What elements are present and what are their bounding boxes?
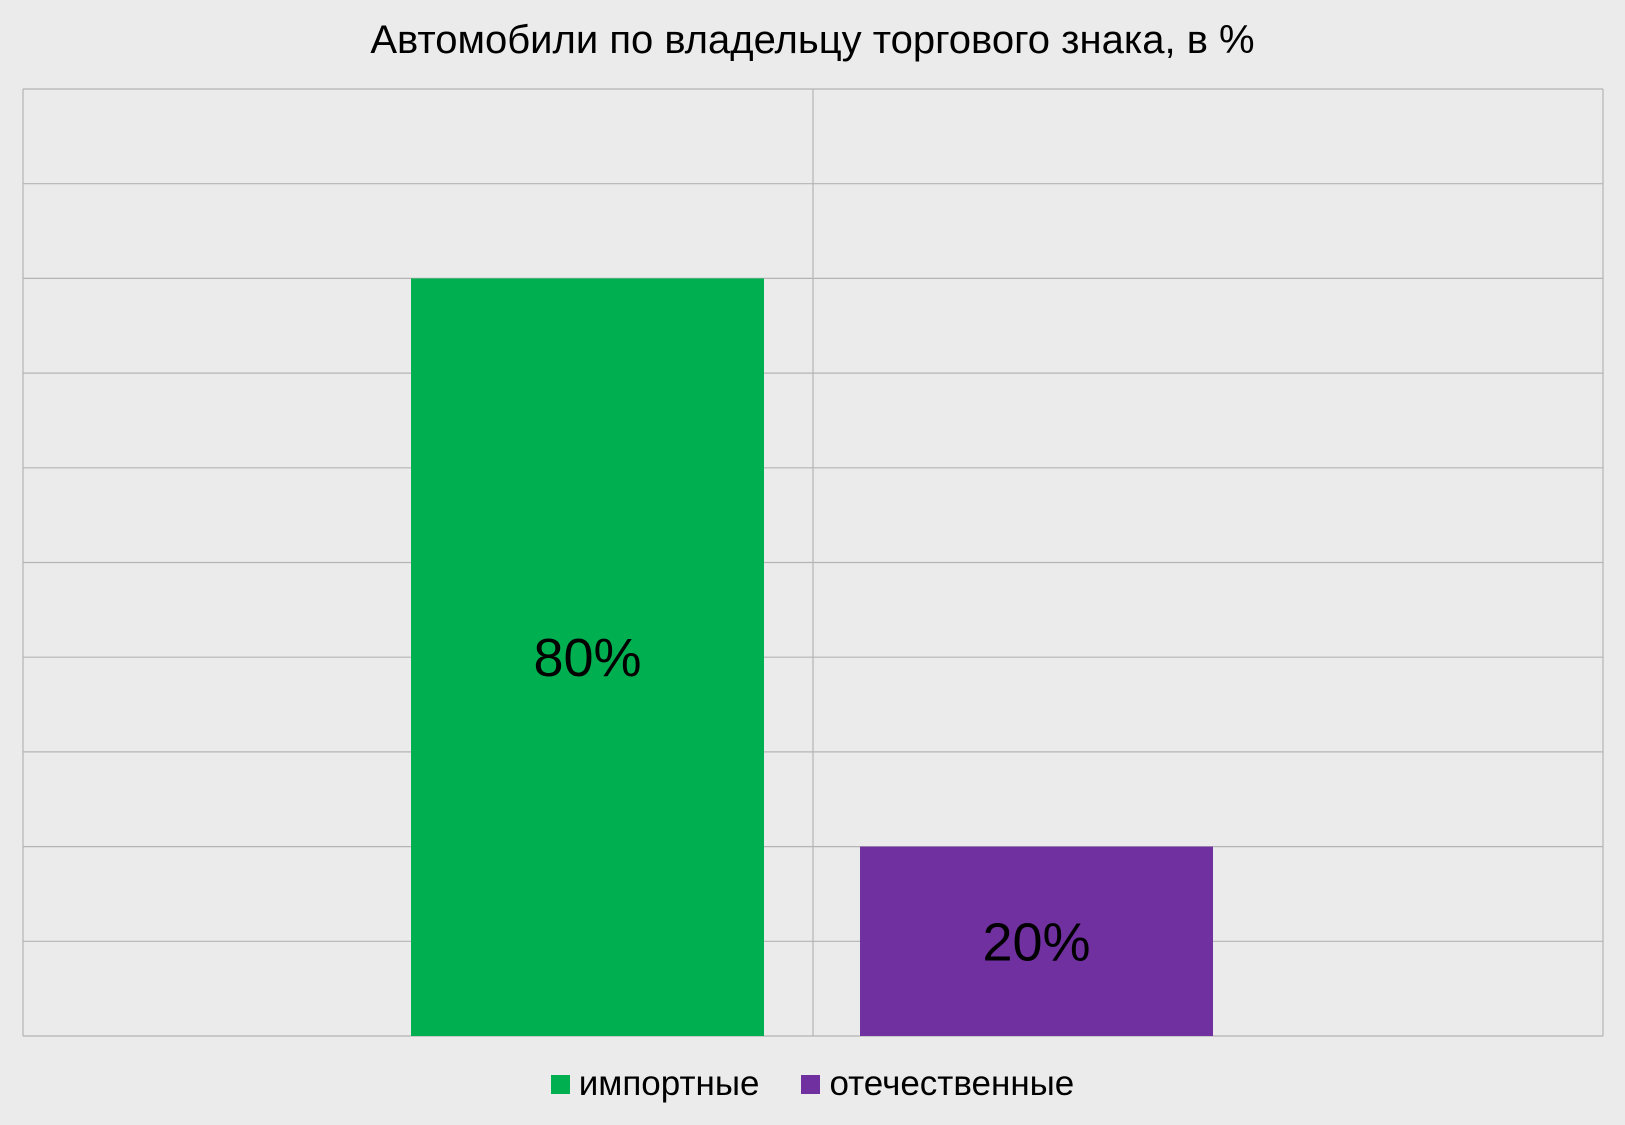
legend-item-domestic: отечественные [801,1064,1074,1104]
bar-layer [411,278,1213,1036]
legend-swatch-domestic [801,1074,821,1094]
legend: импортные отечественные [0,1064,1625,1104]
bar-imported [411,278,764,1036]
legend-swatch-imported [550,1074,570,1094]
legend-label-imported: импортные [578,1064,760,1103]
chart-title: Автомобили по владельцу торгового знака,… [370,18,1255,62]
bar-domestic [860,846,1213,1036]
label-layer: 80% 20% [533,628,1090,972]
grid-layer [22,88,1604,1037]
legend-item-imported: импортные [550,1064,760,1104]
data-label-domestic: 20% [982,912,1090,972]
legend-label-domestic: отечественные [829,1064,1075,1103]
data-label-imported: 80% [533,628,641,688]
